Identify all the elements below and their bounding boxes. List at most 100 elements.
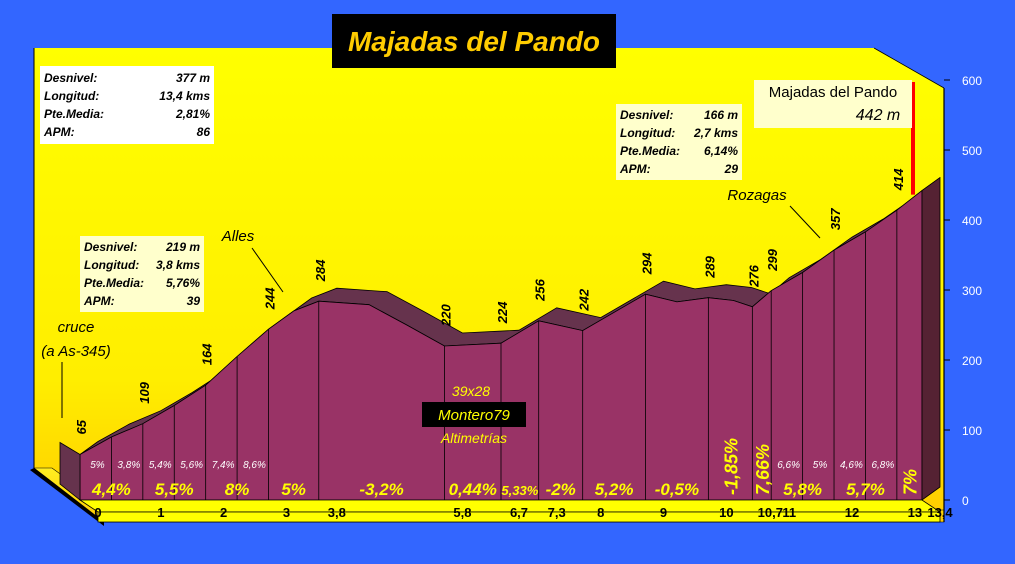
x-tick-label: 8	[597, 505, 604, 520]
segment-gradient-label: 8%	[225, 480, 250, 499]
segment-gradient-label: 0,44%	[449, 480, 497, 499]
small-gradient-label: 5,4%	[149, 460, 172, 471]
x-tick-label: 5,8	[453, 505, 471, 520]
stat-label: Longitud:	[44, 89, 99, 103]
altitude-label: 242	[577, 288, 592, 311]
segment-gradient-label: -1,85%	[721, 438, 741, 495]
altitude-label: 164	[200, 343, 215, 365]
stat-value: 219 m	[165, 240, 200, 254]
x-axis-strip-front	[97, 511, 941, 523]
stat-label: Pte.Media:	[620, 144, 680, 158]
y-tick-label: 300	[962, 284, 982, 298]
stat-value: 2,81%	[175, 107, 210, 121]
profile-side-face	[59, 441, 81, 501]
segment-gradient-label: 4,4%	[91, 480, 131, 499]
altitude-label: 357	[828, 208, 843, 230]
small-gradient-label: 3,8%	[117, 460, 140, 471]
y-tick-label: 400	[962, 214, 982, 228]
place-leader	[251, 247, 284, 293]
stat-label: Pte.Media:	[84, 276, 144, 290]
info-boxes: Majadas del Pando 442 m Majadas del Pando D…	[40, 14, 912, 446]
stat-value: 86	[197, 125, 211, 139]
stat-value: 2,7 kms	[693, 126, 738, 140]
credit-box	[422, 402, 526, 427]
segment-gradient-label: 5,33%	[501, 483, 538, 498]
stat-value: 166 m	[704, 108, 738, 122]
stat-value: 5,76%	[166, 276, 200, 290]
small-gradient-label: 4,6%	[840, 460, 863, 471]
stat-value: 29	[724, 162, 739, 176]
summit-altitude: 442 m	[856, 107, 900, 124]
y-tick-label: 500	[962, 144, 982, 158]
stats-box-total	[40, 66, 214, 144]
stat-value: 377 m	[176, 71, 210, 85]
small-gradient-label: 6,6%	[777, 460, 800, 471]
stat-label: Desnivel:	[44, 71, 97, 85]
small-gradient-label: 6,8%	[871, 460, 894, 471]
altitude-label: 294	[640, 252, 655, 275]
stat-label: Desnivel:	[84, 240, 137, 254]
top-wall-edge	[873, 47, 945, 89]
place-label-cruce-sub: (a As-345)	[41, 343, 110, 360]
small-gradient-label: 8,6%	[243, 460, 266, 471]
altitude-label: 299	[765, 248, 780, 271]
x-tick-label: 3,8	[328, 505, 346, 520]
stat-label: APM:	[43, 125, 75, 139]
y-tick-label: 100	[962, 424, 982, 438]
x-tick-label: 10,7	[758, 505, 783, 520]
title-box	[332, 14, 616, 68]
stat-label: APM:	[619, 162, 651, 176]
stat-value: 6,14%	[704, 144, 738, 158]
y-tick-label: 200	[962, 354, 982, 368]
stats-box-final	[616, 104, 742, 180]
segment-gradient-label: 5,5%	[155, 480, 194, 499]
profile-end-face	[921, 176, 941, 501]
segment-gradient-label: 5%	[281, 480, 306, 499]
altitude-label: 220	[438, 304, 453, 327]
place-leader	[789, 205, 821, 239]
profile-area	[59, 176, 942, 523]
chart-title: Majadas del Pando	[348, 26, 600, 57]
x-tick-label: 1	[157, 505, 164, 520]
x-tick-label: 12	[845, 505, 859, 520]
segment-gradient-label: -3,2%	[359, 480, 403, 499]
stat-label: APM:	[83, 294, 115, 308]
small-gradient-label: 5%	[90, 460, 105, 471]
altitude-label: 244	[263, 287, 278, 310]
x-tick-label: 0	[94, 505, 101, 520]
segment-gradient-label: 5,8%	[783, 480, 822, 499]
x-tick-label: 2	[220, 505, 227, 520]
place-label-cruce: cruce	[58, 319, 95, 336]
summit-box	[754, 80, 912, 128]
altitude-label: 284	[313, 259, 328, 282]
x-tick-label: 13,4	[927, 505, 953, 520]
x-tick-label: 3	[283, 505, 290, 520]
place-label-alles: Alles	[221, 228, 255, 245]
altitude-label: 289	[702, 255, 717, 278]
floor-edge	[30, 468, 104, 526]
stat-value: 39	[187, 294, 201, 308]
stat-label: Longitud:	[84, 258, 139, 272]
altitude-label: 414	[891, 168, 906, 191]
altitude-label: 224	[495, 301, 510, 324]
x-tick-label: 7,3	[548, 505, 566, 520]
x-tick-label: 11	[782, 505, 796, 520]
segment-gradient-label: 7%	[900, 469, 920, 495]
stats-box-first	[80, 236, 204, 312]
credit-author: Montero79	[438, 407, 510, 424]
summit-name: Majadas del Pando	[769, 84, 897, 101]
stat-label: Desnivel:	[620, 108, 673, 122]
x-tick-label: 13	[908, 505, 922, 520]
small-gradient-label: 7,4%	[212, 460, 235, 471]
chart-labels: 0 1 2 3 3,8 5,8 6,7 7,3 8 9 10 10,7 11 12 13 13,4651091…	[41, 82, 953, 520]
segment-gradient-label: 5,7%	[846, 480, 885, 499]
stat-label: Longitud:	[620, 126, 675, 140]
small-gradient-label: 5%	[813, 460, 828, 471]
place-label-rozagas: Rozagas	[727, 187, 787, 204]
x-tick-label: 6,7	[510, 505, 528, 520]
altitude-label: 65	[74, 419, 89, 434]
altitude-label: 276	[746, 264, 761, 287]
x-tick-label: 10	[719, 505, 733, 520]
stat-value: 3,8 kms	[156, 258, 200, 272]
